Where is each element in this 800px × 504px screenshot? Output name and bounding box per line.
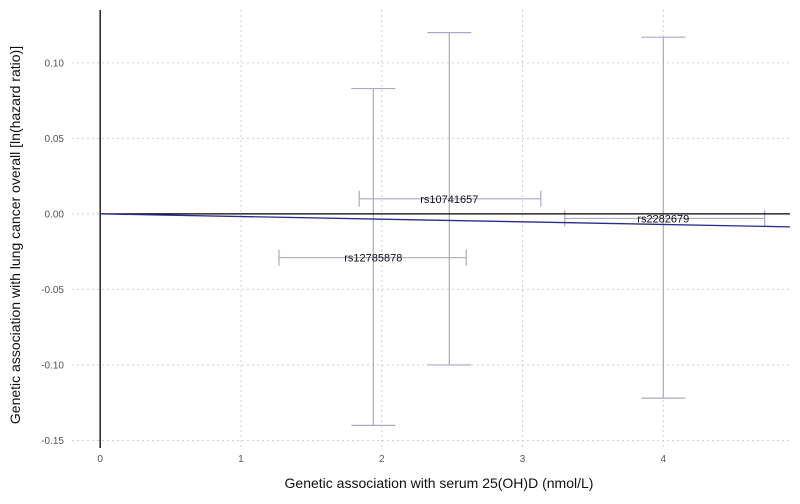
x-axis-title: Genetic association with serum 25(OH)D (… <box>285 475 594 491</box>
y-tick-label: 0.10 <box>45 58 65 69</box>
x-tick-label: 1 <box>238 454 244 465</box>
fit-line <box>100 213 791 228</box>
x-tick-label: 3 <box>520 454 526 465</box>
snp-point-label: rs10741657 <box>420 194 478 206</box>
x-tick-label: 2 <box>379 454 385 465</box>
y-tick-label: -0.15 <box>41 436 64 447</box>
tick-labels: 0 1 2 3 4 -0.15 -0.10 -0.05 0.00 0.05 0.10 <box>41 58 666 465</box>
x-tick-label: 0 <box>97 454 103 465</box>
y-tick-label: -0.10 <box>41 360 64 371</box>
y-axis-title: Genetic association with lung cancer ove… <box>7 46 23 424</box>
point-labels: rs12785878 rs10741657 rs2282679 <box>344 194 689 265</box>
lines <box>99 10 791 448</box>
y-tick-label: 0.00 <box>45 209 65 220</box>
y-tick-label: -0.05 <box>41 285 64 296</box>
error-bars <box>278 32 766 426</box>
grid <box>72 10 790 448</box>
snp-point-label: rs2282679 <box>637 213 689 225</box>
snp-point-label: rs12785878 <box>344 253 402 265</box>
y-tick-label: 0.05 <box>45 134 65 145</box>
x-tick-label: 4 <box>661 454 667 465</box>
